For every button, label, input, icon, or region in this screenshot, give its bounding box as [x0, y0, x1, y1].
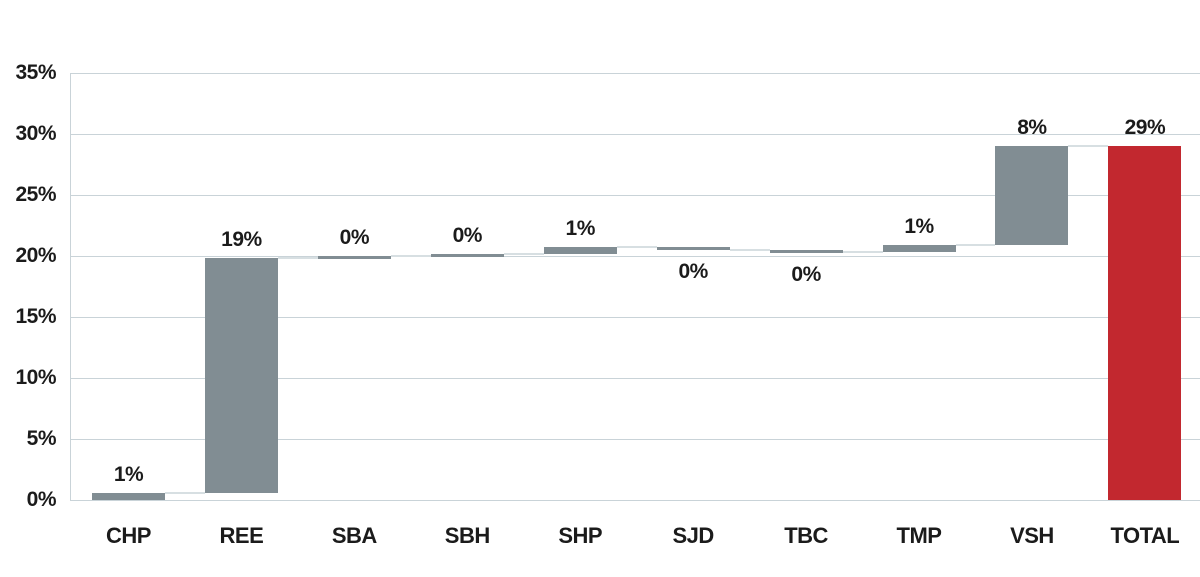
x-axis-category-label: SJD — [672, 523, 714, 548]
bar-value-label: 0% — [339, 226, 370, 249]
gridline — [70, 255, 1200, 257]
bar-value-label: 0% — [678, 260, 708, 284]
connector-line — [729, 248, 770, 251]
gridline — [70, 133, 1200, 135]
connector-line — [165, 491, 205, 494]
bar-value-label: 29% — [1124, 116, 1166, 140]
x-axis-category-label: SBA — [331, 523, 377, 548]
x-axis-category-label: CHP — [106, 523, 151, 548]
connector-line — [503, 252, 544, 255]
waterfall-bar — [204, 258, 278, 493]
x-axis-category-label: TMP — [896, 523, 942, 548]
y-axis-tick-label: 15% — [15, 305, 56, 328]
waterfall-bar — [543, 247, 617, 254]
x-axis-category-label: VSH — [1010, 523, 1054, 548]
bar-value-label: 8% — [1017, 116, 1047, 140]
y-axis-tick-label: 5% — [26, 427, 57, 450]
y-axis-tick-label: 25% — [15, 183, 56, 206]
x-axis-category-label: REE — [219, 523, 264, 548]
x-axis-category-label: TBC — [784, 523, 828, 548]
bar-value-label: 0% — [791, 262, 821, 286]
x-axis-category-label: TOTAL — [1110, 523, 1180, 548]
waterfall-bar — [430, 253, 504, 257]
connector-line — [390, 255, 431, 257]
connector-line — [955, 244, 996, 247]
connector-line — [842, 251, 883, 254]
connector-line — [1068, 145, 1109, 148]
x-axis-category-label: SBH — [444, 523, 490, 548]
gridline — [70, 194, 1200, 196]
y-axis-tick-label: 0% — [26, 488, 57, 511]
y-axis-tick-label: 35% — [15, 61, 56, 84]
waterfall-bar — [656, 247, 730, 251]
connector-line — [277, 257, 318, 260]
y-axis-line — [70, 73, 71, 500]
bar-value-label: 0% — [452, 223, 483, 247]
waterfall-bar — [882, 245, 956, 253]
waterfall-bar — [92, 492, 165, 500]
gridline — [70, 72, 1200, 74]
bar-value-label: 1% — [904, 215, 934, 239]
bar-value-label: 1% — [565, 217, 596, 241]
x-axis-category-label: SHP — [558, 523, 603, 548]
gridline — [70, 499, 1200, 501]
gridline — [70, 377, 1200, 379]
connector-line — [616, 246, 657, 249]
y-axis-tick-label: 30% — [15, 122, 56, 145]
bar-value-label: 19% — [221, 228, 262, 252]
gridline — [70, 316, 1200, 318]
y-axis-tick-label: 10% — [15, 366, 56, 389]
waterfall-bar — [995, 146, 1069, 245]
bar-value-label: 1% — [113, 462, 144, 486]
waterfall-bar — [317, 256, 391, 259]
y-axis-tick-label: 20% — [15, 244, 56, 267]
gridline — [70, 438, 1200, 440]
total-bar — [1108, 146, 1182, 500]
waterfall-bar — [769, 249, 843, 253]
